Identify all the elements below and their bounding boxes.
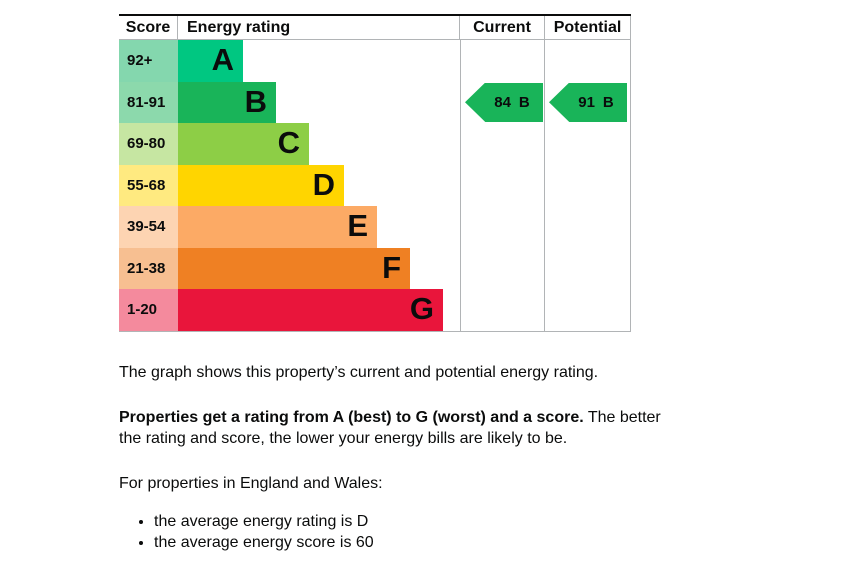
header-current: Current xyxy=(460,16,545,39)
potential-arrow: 91 B xyxy=(549,82,627,122)
averages-list: the average energy rating is D the avera… xyxy=(119,511,679,553)
energy-rating-chart: Score Energy rating Current Potential 84… xyxy=(119,14,631,332)
rating-bar-b: B xyxy=(178,81,276,123)
rating-bar-cell-a: A xyxy=(178,40,460,82)
grade-letter-b: B xyxy=(244,83,267,119)
header-score: Score xyxy=(119,16,178,39)
score-range-d: 55-68 xyxy=(119,164,178,206)
potential-column: 91 B xyxy=(545,40,631,331)
rating-bar-d: D xyxy=(178,164,344,206)
score-range-c: 69-80 xyxy=(119,123,178,165)
current-grade: B xyxy=(518,93,530,111)
rating-explanation-rest: The better the rating and score, the low… xyxy=(119,408,661,447)
chart-body: 84 B 91 B 92+ A 81-91 B 69-80 C 55-68 D 39-54 E 21-3… xyxy=(119,40,631,332)
rating-bar-cell-g: G xyxy=(178,289,460,331)
grade-letter-g: G xyxy=(409,291,434,327)
list-item-average-score: the average energy score is 60 xyxy=(154,532,679,553)
rating-bar-e: E xyxy=(178,206,377,248)
rating-explanation: Properties get a rating from A (best) to… xyxy=(119,407,679,449)
rating-bar-cell-c: C xyxy=(178,123,460,165)
score-range-g: 1-20 xyxy=(119,289,178,331)
grade-letter-c: C xyxy=(277,125,300,161)
score-range-e: 39-54 xyxy=(119,206,178,248)
score-range-b: 81-91 xyxy=(119,81,178,123)
score-range-f: 21-38 xyxy=(119,247,178,289)
graph-description: The graph shows this property’s current … xyxy=(119,363,599,381)
rating-bar-a: A xyxy=(178,40,243,82)
rating-bar-g: G xyxy=(178,289,443,331)
rating-bar-cell-e: E xyxy=(178,206,460,248)
chart-header-row: Score Energy rating Current Potential xyxy=(119,14,631,40)
potential-grade: B xyxy=(602,93,614,111)
current-arrow: 84 B xyxy=(465,82,543,122)
header-potential: Potential xyxy=(545,16,631,39)
current-score: 84 xyxy=(494,93,511,111)
rating-bar-c: C xyxy=(178,123,309,165)
potential-score: 91 xyxy=(578,93,595,111)
list-item-average-rating: the average energy rating is D xyxy=(154,511,679,532)
epc-explanation: The graph shows this property’s current … xyxy=(119,362,679,553)
england-wales-lead: For properties in England and Wales: xyxy=(119,474,383,492)
current-column: 84 B xyxy=(460,40,545,331)
rating-bar-f: F xyxy=(178,247,410,289)
rating-bar-cell-d: D xyxy=(178,164,460,206)
grade-letter-e: E xyxy=(347,208,368,244)
rating-explanation-bold: Properties get a rating from A (best) to… xyxy=(119,408,584,426)
rating-bar-cell-b: B xyxy=(178,81,460,123)
rating-bar-cell-f: F xyxy=(178,247,460,289)
grade-letter-a: A xyxy=(211,42,234,78)
header-energy-rating: Energy rating xyxy=(178,16,460,39)
score-range-a: 92+ xyxy=(119,40,178,82)
grade-letter-d: D xyxy=(312,166,335,202)
grade-letter-f: F xyxy=(382,249,401,285)
epc-section: Score Energy rating Current Potential 84… xyxy=(119,14,679,553)
